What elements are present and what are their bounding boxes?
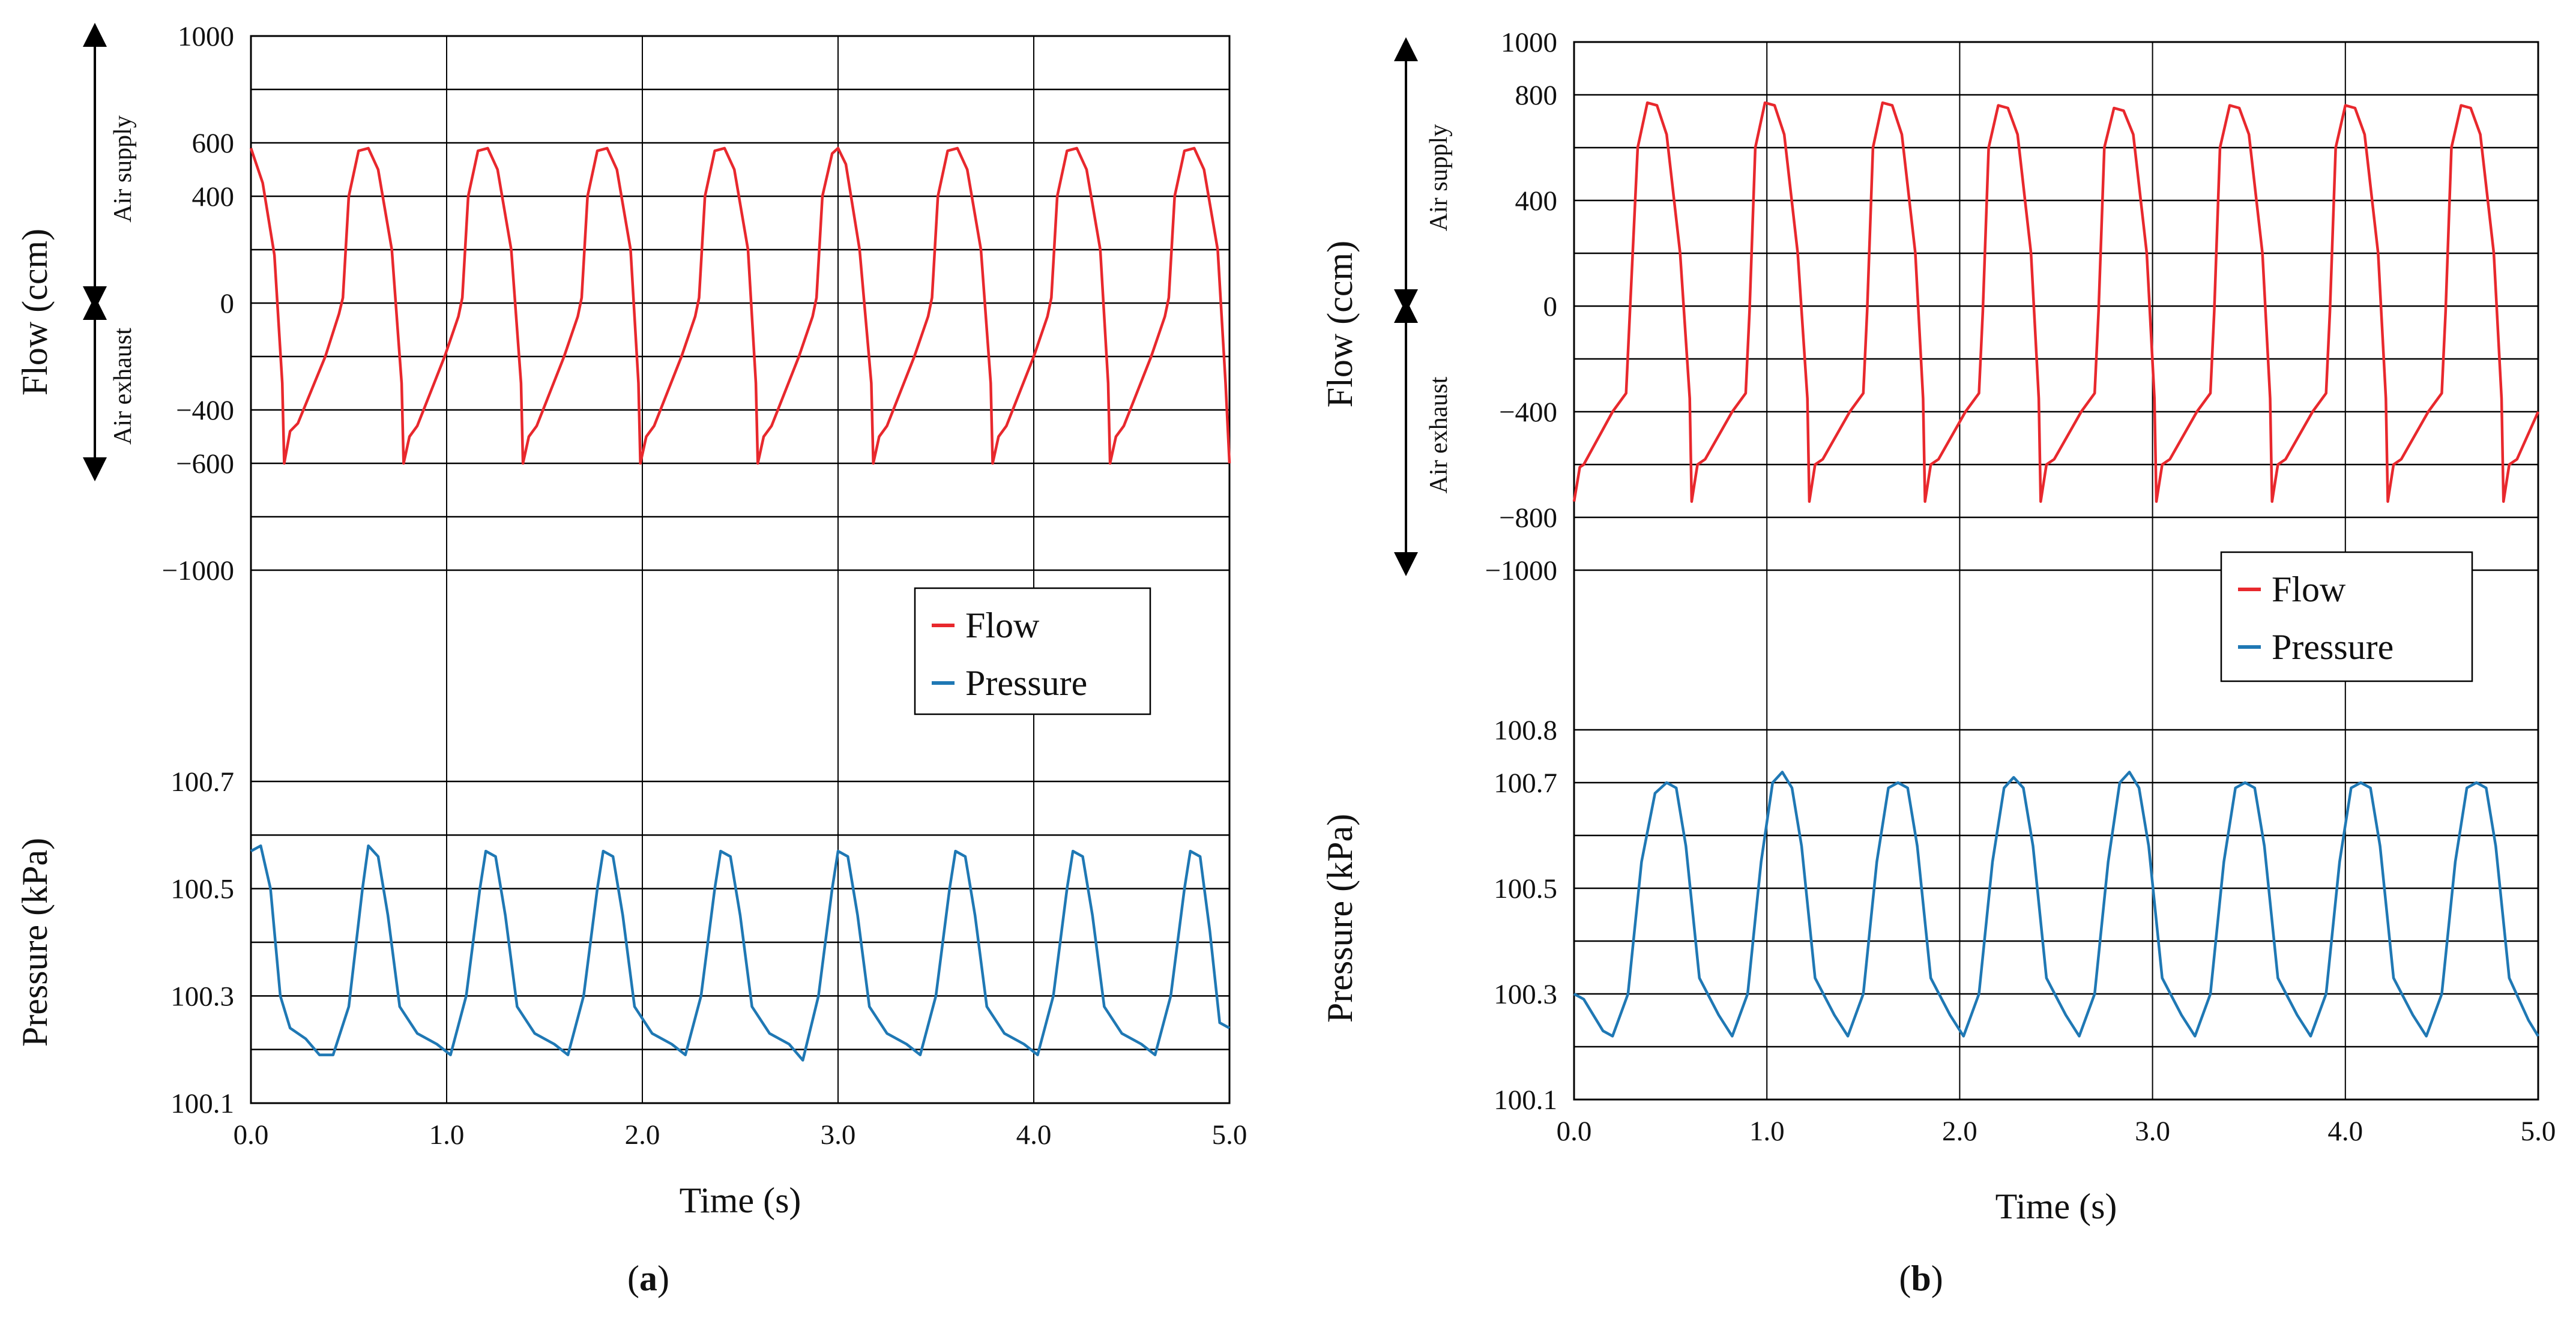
- x-tick-label: 5.0: [2521, 1116, 2556, 1147]
- panel-a: 1000 600 400 0 −400 −600 −1000 100.7 100.5 100.3 1…: [15, 21, 1247, 1298]
- x-axis-label: Time (s): [1995, 1187, 2117, 1226]
- flow-tick-label: −400: [176, 395, 234, 426]
- flow-tick-label: 400: [192, 181, 235, 212]
- x-tick-label: 5.0: [1212, 1119, 1247, 1151]
- flow-tick-label: −400: [1499, 397, 1557, 428]
- flow-tick-label: 400: [1515, 185, 1558, 217]
- pressure-tick-label: 100.3: [1494, 979, 1557, 1010]
- air-supply-label: Air supply: [1425, 124, 1453, 232]
- flow-tick-label: −600: [176, 448, 234, 480]
- pressure-tick-label: 100.8: [1494, 715, 1557, 746]
- x-tick-label: 0.0: [234, 1119, 269, 1151]
- pressure-axis-label: Pressure (kPa): [1320, 814, 1360, 1023]
- flow-tick-label: 600: [192, 128, 235, 159]
- panel-label: (a): [627, 1259, 669, 1298]
- x-tick-label: 1.0: [429, 1119, 465, 1151]
- x-tick-label: 3.0: [821, 1119, 856, 1151]
- x-tick-label: 0.0: [1557, 1116, 1592, 1147]
- x-tick-label: 4.0: [1016, 1119, 1052, 1151]
- legend-box: [2220, 551, 2473, 682]
- legend-flow-label: Flow: [2272, 570, 2346, 609]
- x-tick-label: 1.0: [1749, 1116, 1785, 1147]
- flow-tick-label: −1000: [1485, 555, 1557, 586]
- flow-tick-label: 1000: [178, 21, 234, 52]
- panel-label: (b): [1899, 1259, 1943, 1298]
- flow-axis-label: Flow (ccm): [1320, 241, 1360, 408]
- flow-tick-label: 0: [1543, 291, 1558, 322]
- legend-pressure-label: Pressure: [2272, 627, 2394, 667]
- pressure-series-line: [1573, 771, 2539, 1038]
- flow-tick-label: 0: [220, 288, 235, 319]
- air-exhaust-label: Air exhaust: [1425, 376, 1453, 493]
- pressure-axis-label: Pressure (kPa): [15, 838, 55, 1047]
- flow-tick-label: 800: [1515, 80, 1558, 111]
- panel-b: 1000 800 400 0 −400 −800 −1000 100.8 100.7 100.5 1…: [1320, 27, 2556, 1298]
- x-axis-label: Time (s): [680, 1181, 801, 1220]
- pressure-tick-label: 100.5: [170, 874, 234, 905]
- flow-series-line: [249, 146, 1231, 465]
- pressure-tick-label: 100.7: [1494, 768, 1557, 799]
- flow-tick-label: −800: [1499, 502, 1557, 534]
- legend-box: [914, 587, 1151, 715]
- x-tick-label: 2.0: [625, 1119, 660, 1151]
- pressure-tick-label: 100.3: [170, 981, 234, 1012]
- air-exhaust-label: Air exhaust: [109, 328, 137, 445]
- pressure-tick-label: 100.1: [1494, 1085, 1557, 1116]
- legend-flow-label: Flow: [965, 606, 1040, 645]
- flow-axis-label: Flow (ccm): [15, 229, 55, 396]
- legend-pressure-label: Pressure: [965, 663, 1087, 703]
- flow-tick-label: −1000: [161, 555, 234, 586]
- x-tick-label: 3.0: [2135, 1116, 2170, 1147]
- pressure-tick-label: 100.1: [170, 1088, 234, 1119]
- x-tick-label: 4.0: [2327, 1116, 2363, 1147]
- flow-series-line: [1572, 101, 2540, 503]
- pressure-tick-label: 100.7: [170, 766, 234, 798]
- x-tick-label: 2.0: [1942, 1116, 1977, 1147]
- pressure-series-line: [250, 844, 1231, 1062]
- air-supply-label: Air supply: [109, 115, 137, 223]
- pressure-tick-label: 100.5: [1494, 873, 1557, 904]
- flow-tick-label: 1000: [1501, 27, 1557, 58]
